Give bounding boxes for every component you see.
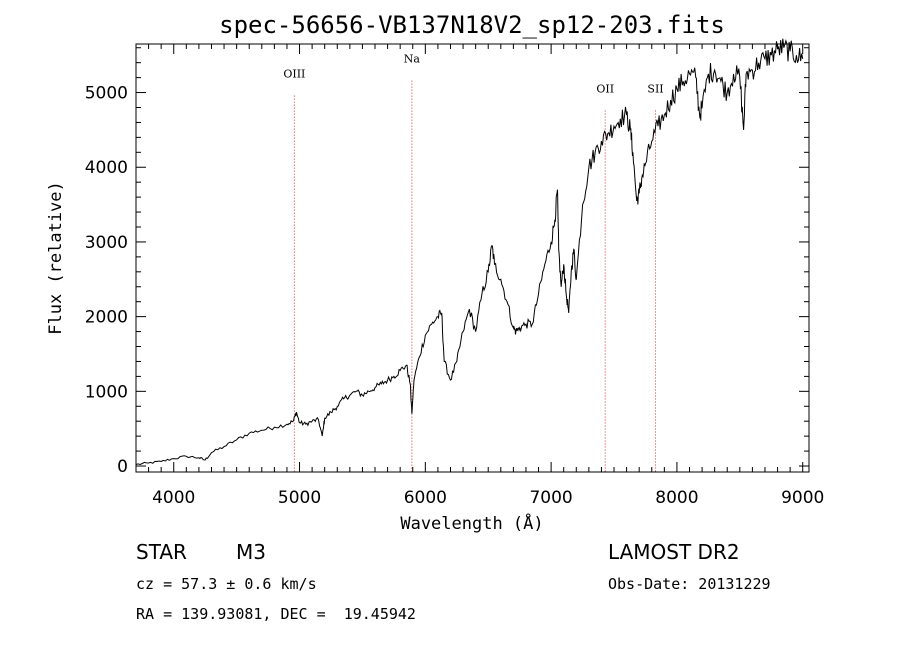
- x-tick-label: 5000: [278, 488, 321, 508]
- spectrum-line: [135, 38, 804, 466]
- y-tick-label: 1000: [85, 382, 128, 402]
- y-tick-label: 3000: [85, 233, 128, 253]
- observation-date: Obs-Date: 20131229: [608, 575, 771, 593]
- x-tick-label: 8000: [655, 488, 698, 508]
- x-tick-label: 9000: [781, 488, 824, 508]
- line-label-sii: SII: [647, 83, 663, 96]
- line-label-oii: OII: [596, 83, 614, 96]
- x-axis-label: Wavelength (Å): [400, 512, 543, 534]
- axis-ticks: [136, 44, 809, 472]
- y-tick-label: 2000: [85, 308, 128, 328]
- survey-name: LAMOST DR2: [608, 540, 740, 564]
- y-tick-label: 4000: [85, 158, 128, 178]
- emission-line-markers: OIII Na OII SII: [283, 53, 664, 472]
- object-class: STAR: [136, 540, 187, 564]
- y-axis-label: Flux (relative): [46, 181, 66, 335]
- line-label-oiii: OIII: [283, 68, 305, 81]
- x-tick-label: 4000: [152, 488, 195, 508]
- object-subclass: M3: [236, 540, 266, 564]
- redshift-cz: cz = 57.3 ± 0.6 km/s: [136, 575, 317, 593]
- chart-title: spec-56656-VB137N18V2_sp12-203.fits: [219, 11, 725, 39]
- x-tick-label: 6000: [404, 488, 447, 508]
- coordinates: RA = 139.93081, DEC = 19.45942: [136, 605, 416, 623]
- y-tick-labels: 0 1000 2000 3000 4000 5000: [85, 84, 128, 477]
- x-tick-labels: 4000 5000 6000 7000 8000 9000: [152, 488, 824, 508]
- x-tick-label: 7000: [529, 488, 572, 508]
- y-tick-label: 0: [117, 457, 128, 477]
- plot-frame: [135, 43, 810, 473]
- line-label-na: Na: [404, 53, 421, 66]
- y-tick-label: 5000: [85, 84, 128, 104]
